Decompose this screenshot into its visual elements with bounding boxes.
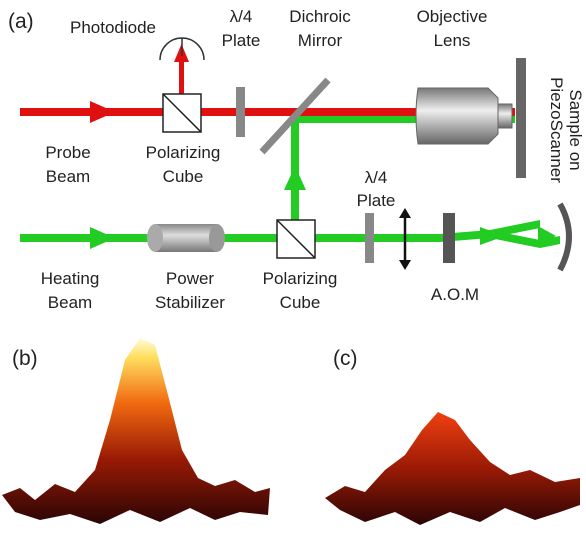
objective-lens: [498, 104, 512, 128]
lens: [399, 208, 411, 218]
lens: [399, 260, 411, 270]
label: Beam: [46, 167, 90, 186]
power-stabilizer: [155, 224, 217, 252]
label: Power: [166, 269, 215, 288]
label: Cube: [163, 167, 204, 186]
label: Beam: [48, 293, 92, 312]
label: Probe: [45, 143, 90, 162]
label: Polarizing: [146, 143, 221, 162]
label: Heating: [41, 269, 100, 288]
panel-label: (a): [8, 10, 34, 33]
surface-plot: [2, 338, 270, 524]
label: Mirror: [298, 31, 343, 50]
arrow: [90, 227, 115, 249]
label: PiezoScanner: [547, 77, 566, 183]
label: Plate: [222, 31, 261, 50]
label: Stabilizer: [155, 293, 225, 312]
power-stabilizer: [147, 224, 163, 252]
surface-plot: [325, 412, 580, 525]
arrow: [284, 166, 306, 190]
label: Cube: [280, 293, 321, 312]
label: Objective: [417, 7, 488, 26]
objective-lens: [416, 88, 498, 144]
label: λ/4: [230, 7, 253, 26]
arrow: [90, 101, 115, 123]
label: A.O.M: [431, 285, 479, 304]
mirror: [560, 204, 569, 270]
label: Dichroic: [289, 7, 351, 26]
power-stabilizer: [209, 224, 225, 252]
label: λ/4: [365, 168, 388, 187]
heating-beam: [20, 234, 440, 242]
waveplate: [365, 213, 374, 263]
waveplate: [236, 87, 245, 137]
panel-label: (b): [12, 347, 38, 370]
aom: [443, 213, 455, 263]
label: Photodiode: [70, 18, 156, 37]
label: Plate: [357, 191, 396, 210]
panel-label: (c): [333, 347, 358, 370]
label: Lens: [434, 31, 471, 50]
optics: [20, 38, 569, 270]
figure: (a) Photodiode λ/4 Plate Dichroic Mirror…: [0, 0, 586, 538]
label: Polarizing: [263, 269, 338, 288]
sample: [516, 58, 526, 178]
label: Sample on: [566, 89, 585, 170]
